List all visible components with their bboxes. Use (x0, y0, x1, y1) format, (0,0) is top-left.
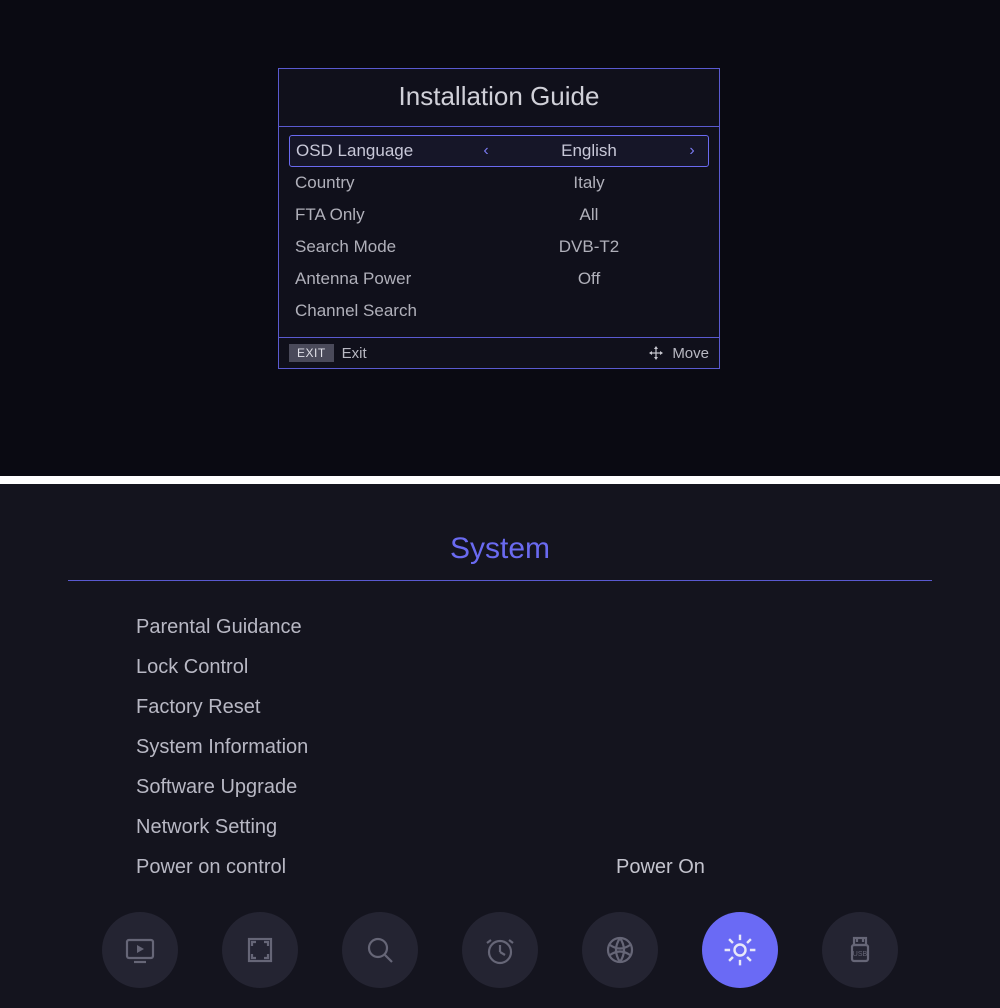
system-title: System (0, 484, 1000, 566)
row-channel-search[interactable]: Channel Search (289, 295, 709, 327)
row-value: DVB-T2 (495, 237, 683, 257)
dialog-body: OSD Language ‹ English › Country Italy F… (279, 127, 719, 337)
dialog-footer: EXIT Exit Move (279, 337, 719, 368)
item-system-information[interactable]: System Information (136, 727, 1000, 767)
item-power-on-control[interactable]: Power on control Power On (136, 847, 1000, 887)
installation-guide-screen: Installation Guide OSD Language ‹ Englis… (0, 0, 1000, 476)
row-value: All (495, 205, 683, 225)
exit-badge: EXIT (289, 344, 334, 362)
move-icon (648, 345, 664, 361)
item-label: Parental Guidance (136, 616, 616, 639)
item-label: Software Upgrade (136, 776, 616, 799)
exit-label: Exit (342, 345, 367, 362)
row-antenna-power[interactable]: Antenna Power Off (289, 263, 709, 295)
row-value: Off (495, 269, 683, 289)
globe-icon[interactable] (582, 912, 658, 988)
aspect-icon[interactable] (222, 912, 298, 988)
row-osd-language[interactable]: OSD Language ‹ English › (289, 135, 709, 167)
system-separator (68, 580, 932, 581)
row-fta-only[interactable]: FTA Only All (289, 199, 709, 231)
item-label: Network Setting (136, 816, 616, 839)
row-label: Country (295, 173, 475, 193)
clock-icon[interactable] (462, 912, 538, 988)
gear-icon[interactable] (702, 912, 778, 988)
item-parental-guidance[interactable]: Parental Guidance (136, 607, 1000, 647)
row-label: OSD Language (296, 141, 476, 161)
row-label: Channel Search (295, 301, 475, 321)
svg-text:USB: USB (853, 951, 868, 958)
bottom-nav: USB (0, 912, 1000, 988)
row-label: FTA Only (295, 205, 475, 225)
item-value: Power On (616, 856, 705, 879)
usb-icon[interactable]: USB (822, 912, 898, 988)
row-label: Search Mode (295, 237, 475, 257)
dialog-title: Installation Guide (279, 69, 719, 127)
item-software-upgrade[interactable]: Software Upgrade (136, 767, 1000, 807)
system-screen: System Parental Guidance Lock Control Fa… (0, 484, 1000, 1008)
item-label: Lock Control (136, 656, 616, 679)
installation-guide-dialog: Installation Guide OSD Language ‹ Englis… (278, 68, 720, 369)
search-icon[interactable] (342, 912, 418, 988)
chevron-left-icon[interactable]: ‹ (476, 142, 496, 160)
item-lock-control[interactable]: Lock Control (136, 647, 1000, 687)
panel-divider (0, 476, 1000, 484)
item-label: Power on control (136, 856, 616, 879)
row-country[interactable]: Country Italy (289, 167, 709, 199)
row-label: Antenna Power (295, 269, 475, 289)
tv-icon[interactable] (102, 912, 178, 988)
item-network-setting[interactable]: Network Setting (136, 807, 1000, 847)
item-label: Factory Reset (136, 696, 616, 719)
item-label: System Information (136, 736, 616, 759)
row-value: English (496, 141, 682, 161)
chevron-right-icon[interactable]: › (682, 142, 702, 160)
move-label: Move (672, 345, 709, 362)
row-search-mode[interactable]: Search Mode DVB-T2 (289, 231, 709, 263)
system-menu: Parental Guidance Lock Control Factory R… (136, 607, 1000, 887)
item-factory-reset[interactable]: Factory Reset (136, 687, 1000, 727)
row-value: Italy (495, 173, 683, 193)
